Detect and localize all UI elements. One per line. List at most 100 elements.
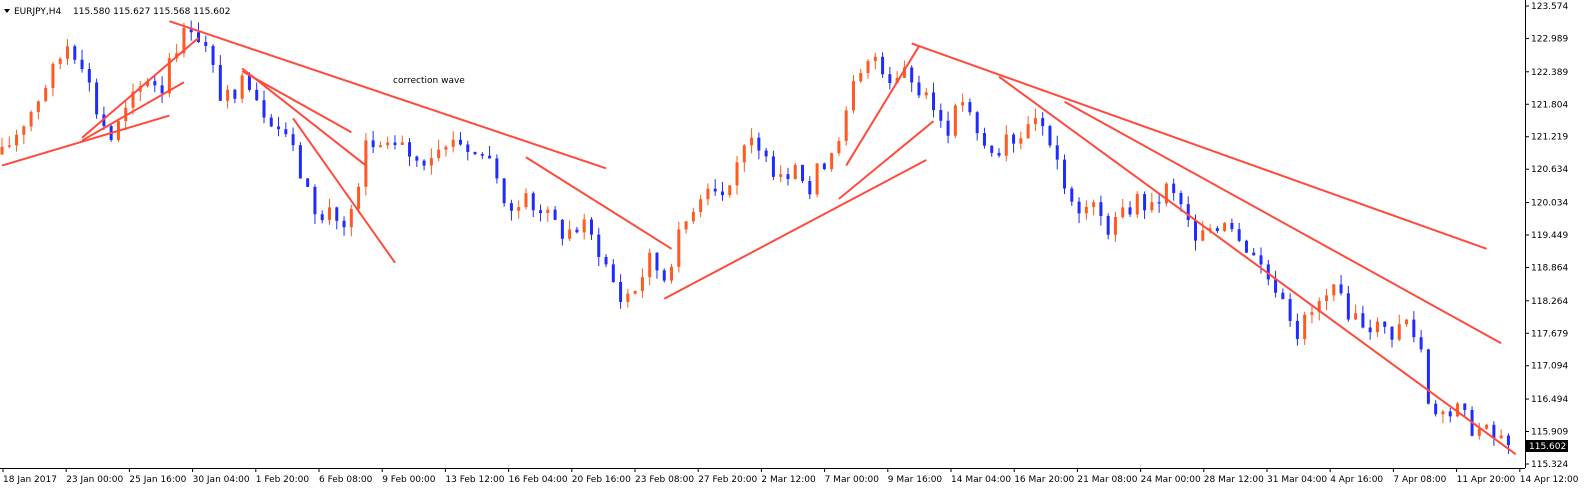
bear-candle (335, 207, 339, 221)
bear-candle (1157, 202, 1161, 204)
trendline[interactable] (292, 117, 396, 264)
bear-candle (1048, 126, 1052, 146)
bull-candle (146, 81, 150, 87)
x-tick-label: 27 Feb 20:00 (698, 475, 757, 485)
bear-candle (1426, 349, 1430, 404)
bear-candle (1063, 159, 1067, 189)
bull-candle (568, 229, 572, 239)
bear-candle (153, 81, 157, 86)
bear-candle (1106, 216, 1110, 235)
bear-candle (1419, 337, 1423, 350)
bear-candle (1179, 193, 1183, 205)
bear-candle (247, 75, 251, 90)
bull-candle (1150, 202, 1154, 211)
x-tick-label: 23 Feb 08:00 (635, 475, 694, 485)
bull-candle (1317, 301, 1321, 313)
bear-candle (604, 256, 608, 265)
current-price-tag: 115.602 (1526, 440, 1568, 452)
trendline[interactable] (845, 45, 920, 167)
bear-candle (801, 164, 805, 182)
bear-candle (1186, 204, 1190, 220)
bear-candle (539, 210, 543, 214)
bull-candle (524, 193, 528, 208)
bear-candle (320, 214, 324, 221)
current-price-label: 115.602 (1529, 442, 1566, 452)
bull-candle (742, 145, 746, 163)
trendline[interactable] (81, 37, 200, 139)
bear-candle (73, 46, 77, 60)
bear-candle (611, 264, 615, 283)
x-tick-label: 18 Jan 2017 (3, 475, 57, 485)
bear-candle (1288, 299, 1292, 321)
bear-candle (1099, 202, 1103, 217)
bull-candle (633, 290, 637, 294)
trendline[interactable] (911, 42, 1487, 250)
bear-candle (939, 110, 943, 121)
bear-candle (204, 42, 208, 46)
y-tick-label: 120.634 (1531, 165, 1568, 175)
bull-candle (364, 140, 368, 187)
bull-candle (902, 67, 906, 78)
trendline[interactable] (838, 120, 935, 200)
bull-candle (1113, 217, 1117, 235)
bear-candle (1055, 145, 1059, 160)
trendline[interactable] (1, 114, 170, 167)
bear-candle (1194, 219, 1198, 241)
x-tick-label: 23 Jan 00:00 (66, 475, 123, 485)
bear-candle (786, 174, 790, 180)
trendline[interactable] (241, 70, 352, 134)
bear-candle (808, 181, 812, 195)
bear-candle (1274, 279, 1278, 293)
bull-candle (44, 87, 48, 102)
x-tick-label: 4 Apr 16:00 (1330, 475, 1383, 485)
bear-candle (160, 85, 164, 94)
bear-candle (1230, 222, 1234, 230)
x-tick-label: 16 Mar 20:00 (1014, 475, 1074, 485)
bull-candle (65, 46, 69, 59)
trendline[interactable] (525, 156, 673, 250)
bear-candle (917, 82, 921, 96)
x-axis: 18 Jan 2017 23 Jan 00:00 25 Jan 16:00 30 Ja… (2, 468, 1579, 485)
current-price-tag-bg (1526, 440, 1568, 452)
bull-candle (677, 229, 681, 267)
bear-candle (910, 67, 914, 83)
bear-candle (975, 112, 979, 134)
triangle-down-icon[interactable] (4, 9, 10, 13)
trendline[interactable] (998, 75, 1517, 456)
x-tick-label: 6 Feb 08:00 (319, 475, 373, 485)
bull-candle (1354, 313, 1358, 320)
y-tick-label: 121.804 (1531, 100, 1568, 110)
bear-candle (255, 89, 259, 101)
y-tick-label: 116.494 (1531, 395, 1568, 405)
trendline[interactable] (169, 20, 607, 170)
bear-candle (95, 82, 99, 115)
bear-candle (495, 158, 499, 179)
bear-candle (1266, 264, 1270, 280)
bull-candle (1405, 319, 1409, 325)
trendline[interactable] (1064, 100, 1502, 345)
trendline[interactable] (241, 67, 367, 167)
bear-candle (313, 186, 317, 215)
chart-header: EURJPY,H4 115.580 115.627 115.568 115.60… (4, 7, 230, 17)
bear-candle (342, 220, 346, 228)
bear-candle (1041, 118, 1045, 127)
correction-wave-annotation: correction wave (393, 76, 465, 86)
trendlines (1, 20, 1517, 456)
bull-candle (226, 89, 230, 101)
bull-candle (124, 107, 128, 122)
bear-candle (218, 64, 222, 101)
bull-candle (36, 101, 40, 113)
bear-candle (1434, 403, 1438, 415)
bull-candle (1477, 428, 1481, 436)
bull-candle (437, 149, 441, 159)
trendline[interactable] (663, 159, 927, 300)
bull-candle (1441, 411, 1445, 415)
bull-candle (1375, 321, 1379, 333)
bear-candle (1215, 228, 1219, 231)
bull-candle (735, 162, 739, 186)
x-tick-label: 1 Feb 20:00 (256, 475, 310, 485)
bear-candle (888, 74, 892, 84)
trendline[interactable] (81, 81, 185, 142)
bull-candle (830, 153, 834, 170)
bear-candle (553, 209, 557, 220)
